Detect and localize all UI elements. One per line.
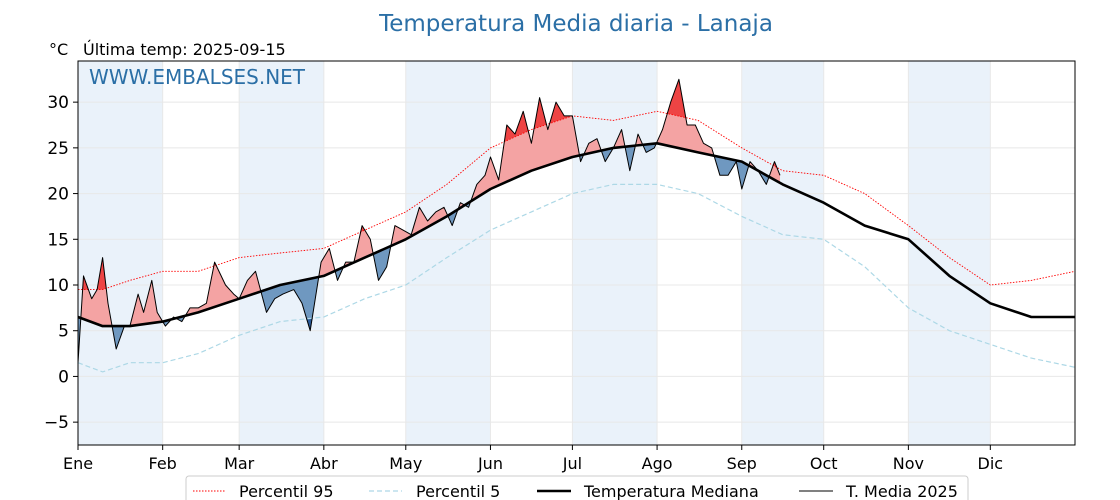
legend-label-2025: T. Media 2025 xyxy=(845,482,958,500)
y-tick-label: 30 xyxy=(47,93,69,113)
series-line-t-media-2025 xyxy=(77,78,781,363)
month-band-ene xyxy=(78,61,163,445)
month-band-nov xyxy=(908,61,991,445)
last-temp-label: Última temp: 2025-09-15 xyxy=(83,40,286,59)
month-label-abr: Abr xyxy=(310,454,338,473)
watermark: WWW.EMBALSES.NET xyxy=(89,65,306,89)
month-label-mar: Mar xyxy=(224,454,255,473)
y-tick-label: −5 xyxy=(44,413,69,433)
above-median-fill xyxy=(80,79,780,327)
month-band-may xyxy=(405,61,491,445)
legend-label-p5: Percentil 5 xyxy=(416,482,500,500)
y-tick-label: 0 xyxy=(58,367,69,387)
y-tick-label: 5 xyxy=(58,322,69,342)
legend-label-p95: Percentil 95 xyxy=(239,482,334,500)
x-axis: Ene Feb Mar Abr May Jun Jul Ago Sep Oct Nov Dic xyxy=(63,445,1003,473)
y-tick-label: 20 xyxy=(47,185,69,205)
month-band-sep xyxy=(741,61,824,445)
series-line-percentil-5 xyxy=(77,183,1076,373)
y-tick-label: 15 xyxy=(47,230,69,250)
y-axis-unit: °C xyxy=(49,40,68,59)
month-band-jul xyxy=(572,61,658,445)
month-label-may: May xyxy=(389,454,422,473)
month-label-dic: Dic xyxy=(978,454,1004,473)
month-label-sep: Sep xyxy=(727,454,757,473)
month-label-nov: Nov xyxy=(893,454,924,473)
month-label-ago: Ago xyxy=(642,454,673,473)
month-bands xyxy=(78,61,991,445)
month-label-ene: Ene xyxy=(63,454,93,473)
month-label-jun: Jun xyxy=(477,454,503,473)
y-tick-label: 25 xyxy=(47,139,69,159)
y-axis: −5 0 5 10 15 20 25 30 xyxy=(44,93,78,433)
series-lines xyxy=(77,78,1076,373)
month-label-feb: Feb xyxy=(149,454,177,473)
month-label-oct: Oct xyxy=(810,454,838,473)
series-line-percentil-95 xyxy=(78,110,1076,291)
chart-title: Temperatura Media diaria - Lanaja xyxy=(378,11,773,37)
series-line-temperatura-mediana xyxy=(77,142,1075,328)
grid-lines xyxy=(77,61,1075,445)
plot-frame xyxy=(77,60,1076,446)
legend-box xyxy=(185,475,969,500)
month-band-mar xyxy=(239,61,324,445)
y-tick-label: 10 xyxy=(47,276,69,296)
month-label-jul: Jul xyxy=(562,454,582,473)
legend: Percentil 95 Percentil 5 Temperatura Med… xyxy=(185,475,969,500)
legend-label-median: Temperatura Mediana xyxy=(583,482,759,500)
